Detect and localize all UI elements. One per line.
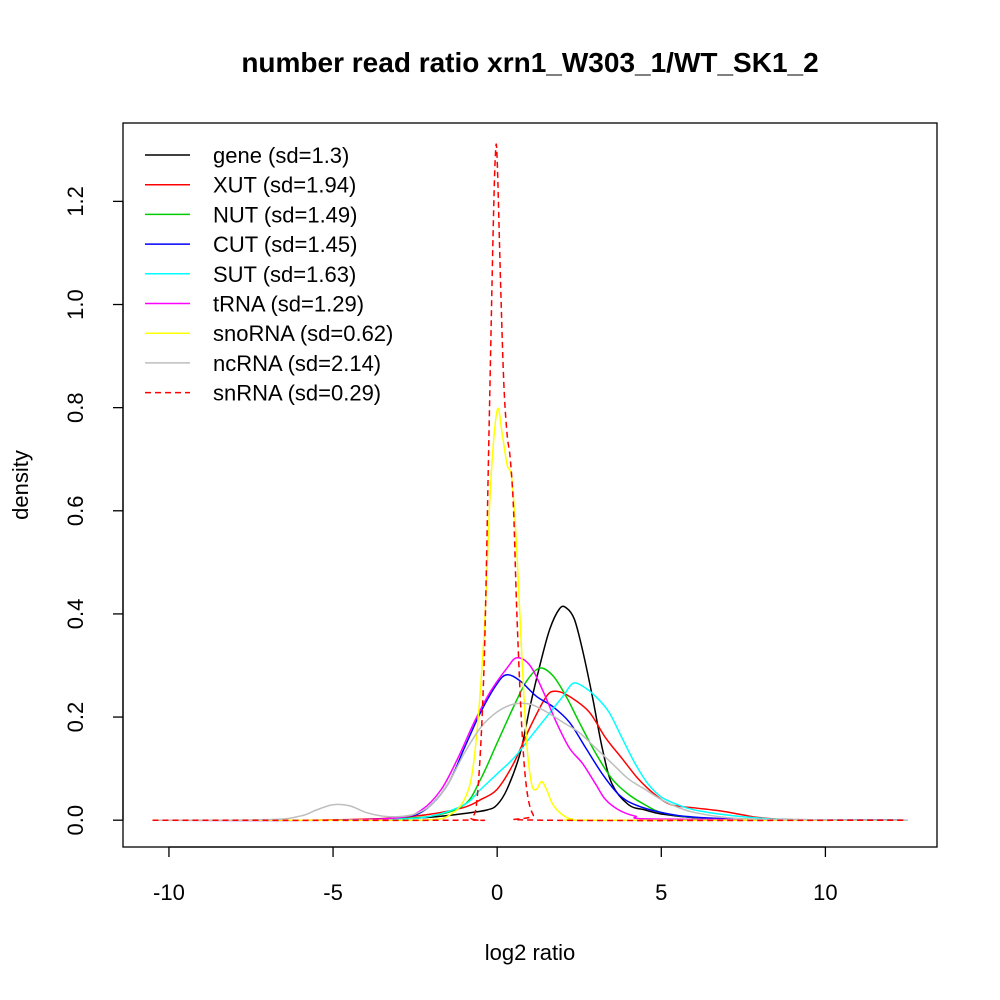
density-line-cut: [152, 674, 908, 822]
legend-label-nut: NUT (sd=1.49): [213, 202, 357, 227]
chart-title: number read ratio xrn1_W303_1/WT_SK1_2: [241, 47, 818, 78]
x-axis-label: log2 ratio: [485, 940, 576, 965]
density-line-snorna: [152, 407, 908, 822]
y-tick-label: 1.0: [63, 289, 88, 320]
legend-label-sut: SUT (sd=1.63): [213, 262, 356, 287]
density-curves: [152, 143, 908, 822]
legend-label-snrna: snRNA (sd=0.29): [213, 381, 381, 406]
density-line-sut: [152, 682, 908, 822]
legend-label-snorna: snoRNA (sd=0.62): [213, 321, 393, 346]
y-tick-label: 1.2: [63, 186, 88, 217]
x-axis: -10 -5 0 5 10: [153, 846, 838, 905]
legend-label-ncrna: ncRNA (sd=2.14): [213, 351, 381, 376]
x-tick-label: 5: [655, 880, 667, 905]
y-tick-label: 0.0: [63, 805, 88, 836]
density-line-gene: [152, 605, 908, 822]
density-line-ncrna: [152, 702, 908, 821]
legend-label-trna: tRNA (sd=1.29): [213, 292, 364, 317]
y-axis-label: density: [8, 450, 33, 520]
density-line-xut: [152, 690, 908, 822]
y-tick-label: 0.6: [63, 495, 88, 526]
legend-label-xut: XUT (sd=1.94): [213, 173, 356, 198]
x-tick-label: 0: [491, 880, 503, 905]
legend-label-gene: gene (sd=1.3): [213, 143, 349, 168]
y-tick-label: 0.8: [63, 392, 88, 423]
density-line-snrna: [152, 143, 908, 822]
x-tick-label: -5: [323, 880, 343, 905]
y-axis: 0.0 0.2 0.4 0.6 0.8 1.0 1.2: [63, 186, 124, 836]
legend: gene (sd=1.3) XUT (sd=1.94) NUT (sd=1.49) C…: [145, 143, 393, 406]
y-tick-label: 0.4: [63, 599, 88, 630]
density-line-trna: [152, 656, 908, 822]
x-tick-label: 10: [813, 880, 837, 905]
legend-label-cut: CUT (sd=1.45): [213, 232, 357, 257]
y-tick-label: 0.2: [63, 702, 88, 733]
x-tick-label: -10: [153, 880, 185, 905]
